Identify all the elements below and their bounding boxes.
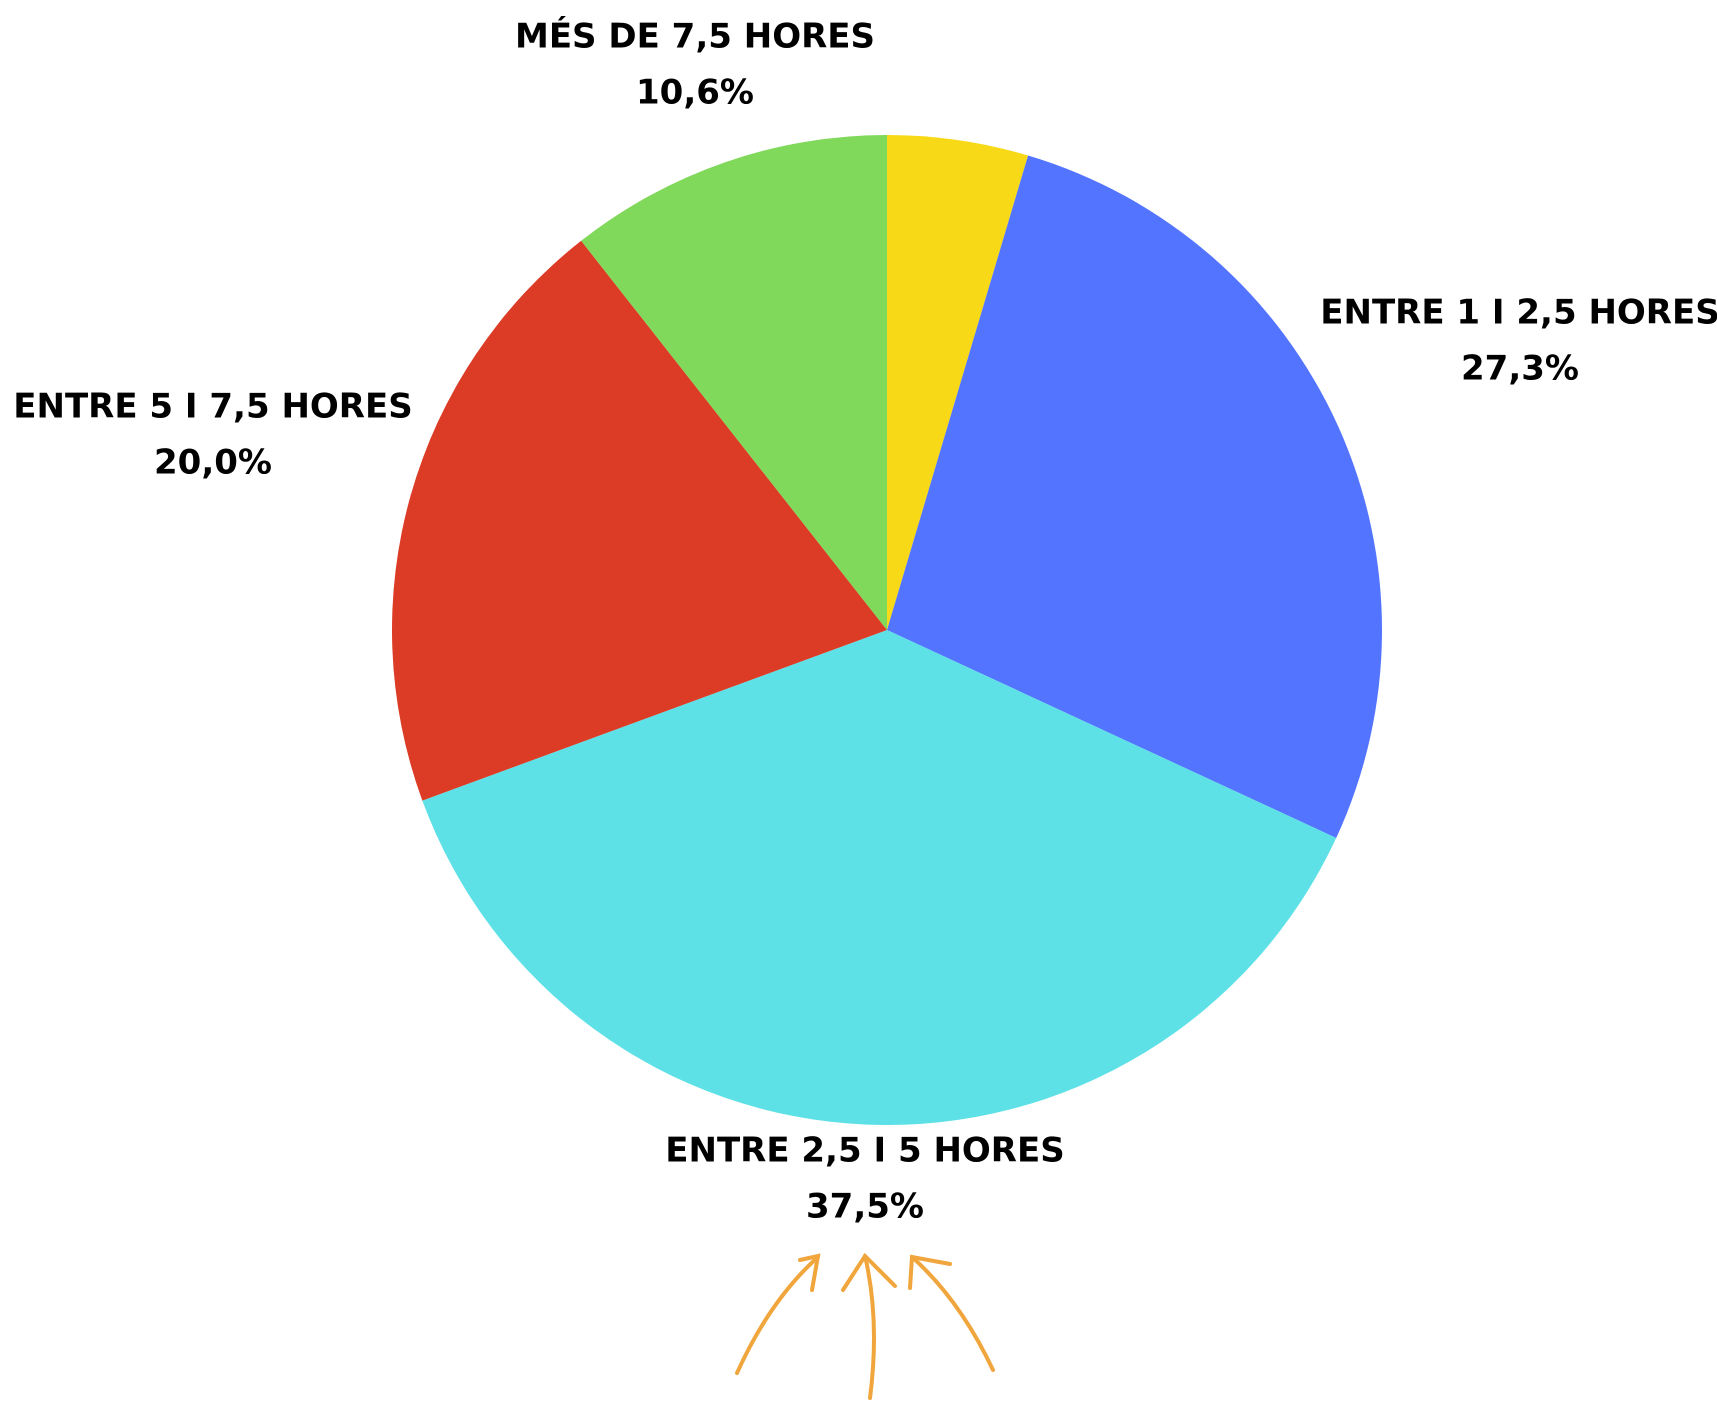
pie-slice: [581, 135, 887, 630]
slice-label: ENTRE 5 I 7,5 HORES: [13, 387, 412, 427]
arrow-head: [908, 1254, 952, 1290]
arrow-head: [841, 1252, 897, 1292]
slice-label: MÉS DE 7,5 HORES: [515, 16, 875, 57]
pie-slice: [887, 135, 1029, 630]
slice-label: ENTRE 2,5 I 5 HORES: [665, 1131, 1064, 1171]
arrow: [863, 1254, 876, 1400]
arrow: [735, 1255, 820, 1375]
slice-label: ENTRE 1 I 2,5 HORES: [1320, 293, 1717, 333]
value-label: 37,5%: [806, 1187, 924, 1227]
value-label: 10,6%: [636, 73, 754, 113]
arrow-head: [798, 1253, 821, 1292]
value-label: 20,0%: [154, 443, 272, 483]
value-label: 27,3%: [1461, 349, 1579, 389]
pie-slice: [422, 630, 1337, 1126]
pie-slice: [887, 155, 1382, 838]
arrow: [910, 1255, 995, 1372]
pie-slice: [392, 240, 887, 801]
decorative-arrows: [735, 1252, 995, 1400]
